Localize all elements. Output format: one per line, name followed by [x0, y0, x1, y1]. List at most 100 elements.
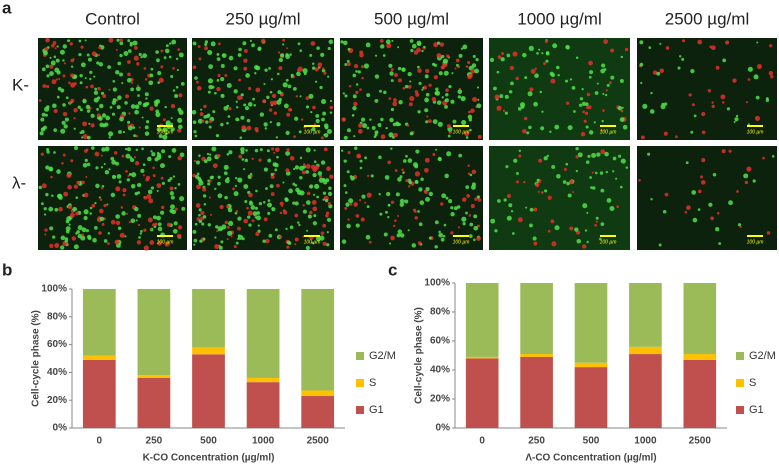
- cell: [89, 206, 93, 210]
- cell: [650, 197, 653, 201]
- cell: [80, 45, 84, 49]
- cell: [77, 105, 81, 109]
- micrograph: 100 µm: [489, 38, 630, 140]
- cell: [639, 62, 644, 67]
- cell: [288, 107, 292, 112]
- cell: [326, 217, 332, 223]
- cell: [285, 151, 290, 156]
- cell: [142, 163, 146, 167]
- cell: [253, 65, 259, 70]
- cell: [346, 61, 351, 67]
- cell: [237, 226, 241, 231]
- cell: [104, 146, 110, 152]
- cell: [397, 229, 403, 234]
- cell: [619, 78, 624, 83]
- cell: [411, 243, 417, 248]
- cell: [73, 244, 79, 250]
- cell: [45, 192, 49, 197]
- cell: [99, 198, 103, 201]
- cell: [395, 122, 400, 127]
- cell: [214, 91, 217, 95]
- cell: [116, 105, 121, 110]
- cell: [86, 135, 91, 140]
- cell: [221, 224, 227, 230]
- cell: [467, 172, 471, 176]
- cell: [87, 57, 92, 62]
- cell: [83, 209, 89, 215]
- cell: [252, 211, 258, 217]
- cell: [649, 109, 655, 114]
- cell: [771, 155, 775, 158]
- cell: [90, 123, 95, 128]
- cell: [389, 71, 394, 76]
- cell: [160, 176, 164, 180]
- cell: [273, 151, 276, 154]
- cell: [586, 240, 589, 244]
- cell: [195, 203, 201, 208]
- cell: [571, 85, 576, 90]
- cell: [56, 70, 61, 75]
- cell: [130, 104, 136, 109]
- cell: [405, 178, 409, 183]
- cell: [243, 49, 248, 53]
- cell: [556, 173, 561, 179]
- cell: [214, 236, 217, 239]
- cell: [136, 182, 142, 188]
- cell: [200, 210, 205, 216]
- cell: [497, 55, 502, 59]
- cell: [171, 39, 177, 45]
- cell: [116, 174, 122, 179]
- cell: [425, 68, 430, 74]
- cell: [44, 106, 50, 112]
- cell: [563, 167, 568, 171]
- cell: [195, 160, 201, 165]
- cell: [592, 186, 596, 190]
- cell: [506, 215, 512, 221]
- cell: [230, 235, 233, 238]
- cell: [170, 117, 173, 120]
- cell: [192, 120, 197, 125]
- cell: [357, 128, 363, 134]
- cell: [198, 57, 202, 61]
- panel-label: b: [2, 260, 12, 279]
- cell: [198, 178, 203, 183]
- cell: [130, 184, 136, 189]
- cell: [341, 239, 347, 244]
- cell: [127, 174, 130, 177]
- cell: [42, 125, 47, 130]
- cell: [240, 97, 243, 100]
- cell: [216, 86, 221, 92]
- cell: [223, 106, 229, 111]
- cell: [103, 203, 107, 208]
- cell: [606, 198, 612, 203]
- cell: [145, 175, 151, 180]
- cell: [385, 39, 391, 45]
- cell: [329, 99, 333, 103]
- cell: [111, 112, 116, 116]
- cell: [63, 124, 68, 129]
- cell: [374, 74, 380, 79]
- cell: [193, 130, 197, 134]
- cell: [415, 149, 420, 154]
- cell: [178, 124, 183, 130]
- cell: [226, 205, 230, 209]
- cell: [446, 54, 450, 58]
- cell: [374, 130, 379, 135]
- cell: [476, 103, 482, 109]
- cell: [753, 74, 759, 80]
- cell: [577, 152, 583, 158]
- cell: [196, 184, 201, 190]
- cell: [379, 38, 384, 43]
- bar-segment: [301, 289, 335, 391]
- cell: [215, 225, 219, 229]
- x-tick-label: 2500: [689, 436, 712, 447]
- cell: [286, 148, 290, 152]
- bar-segment: [574, 367, 608, 428]
- legend-label: G1: [369, 404, 384, 416]
- bar-segment: [246, 377, 280, 383]
- cell: [580, 131, 586, 137]
- cell: [170, 103, 176, 109]
- cell: [602, 109, 605, 112]
- cell: [329, 105, 334, 110]
- cell: [743, 173, 749, 179]
